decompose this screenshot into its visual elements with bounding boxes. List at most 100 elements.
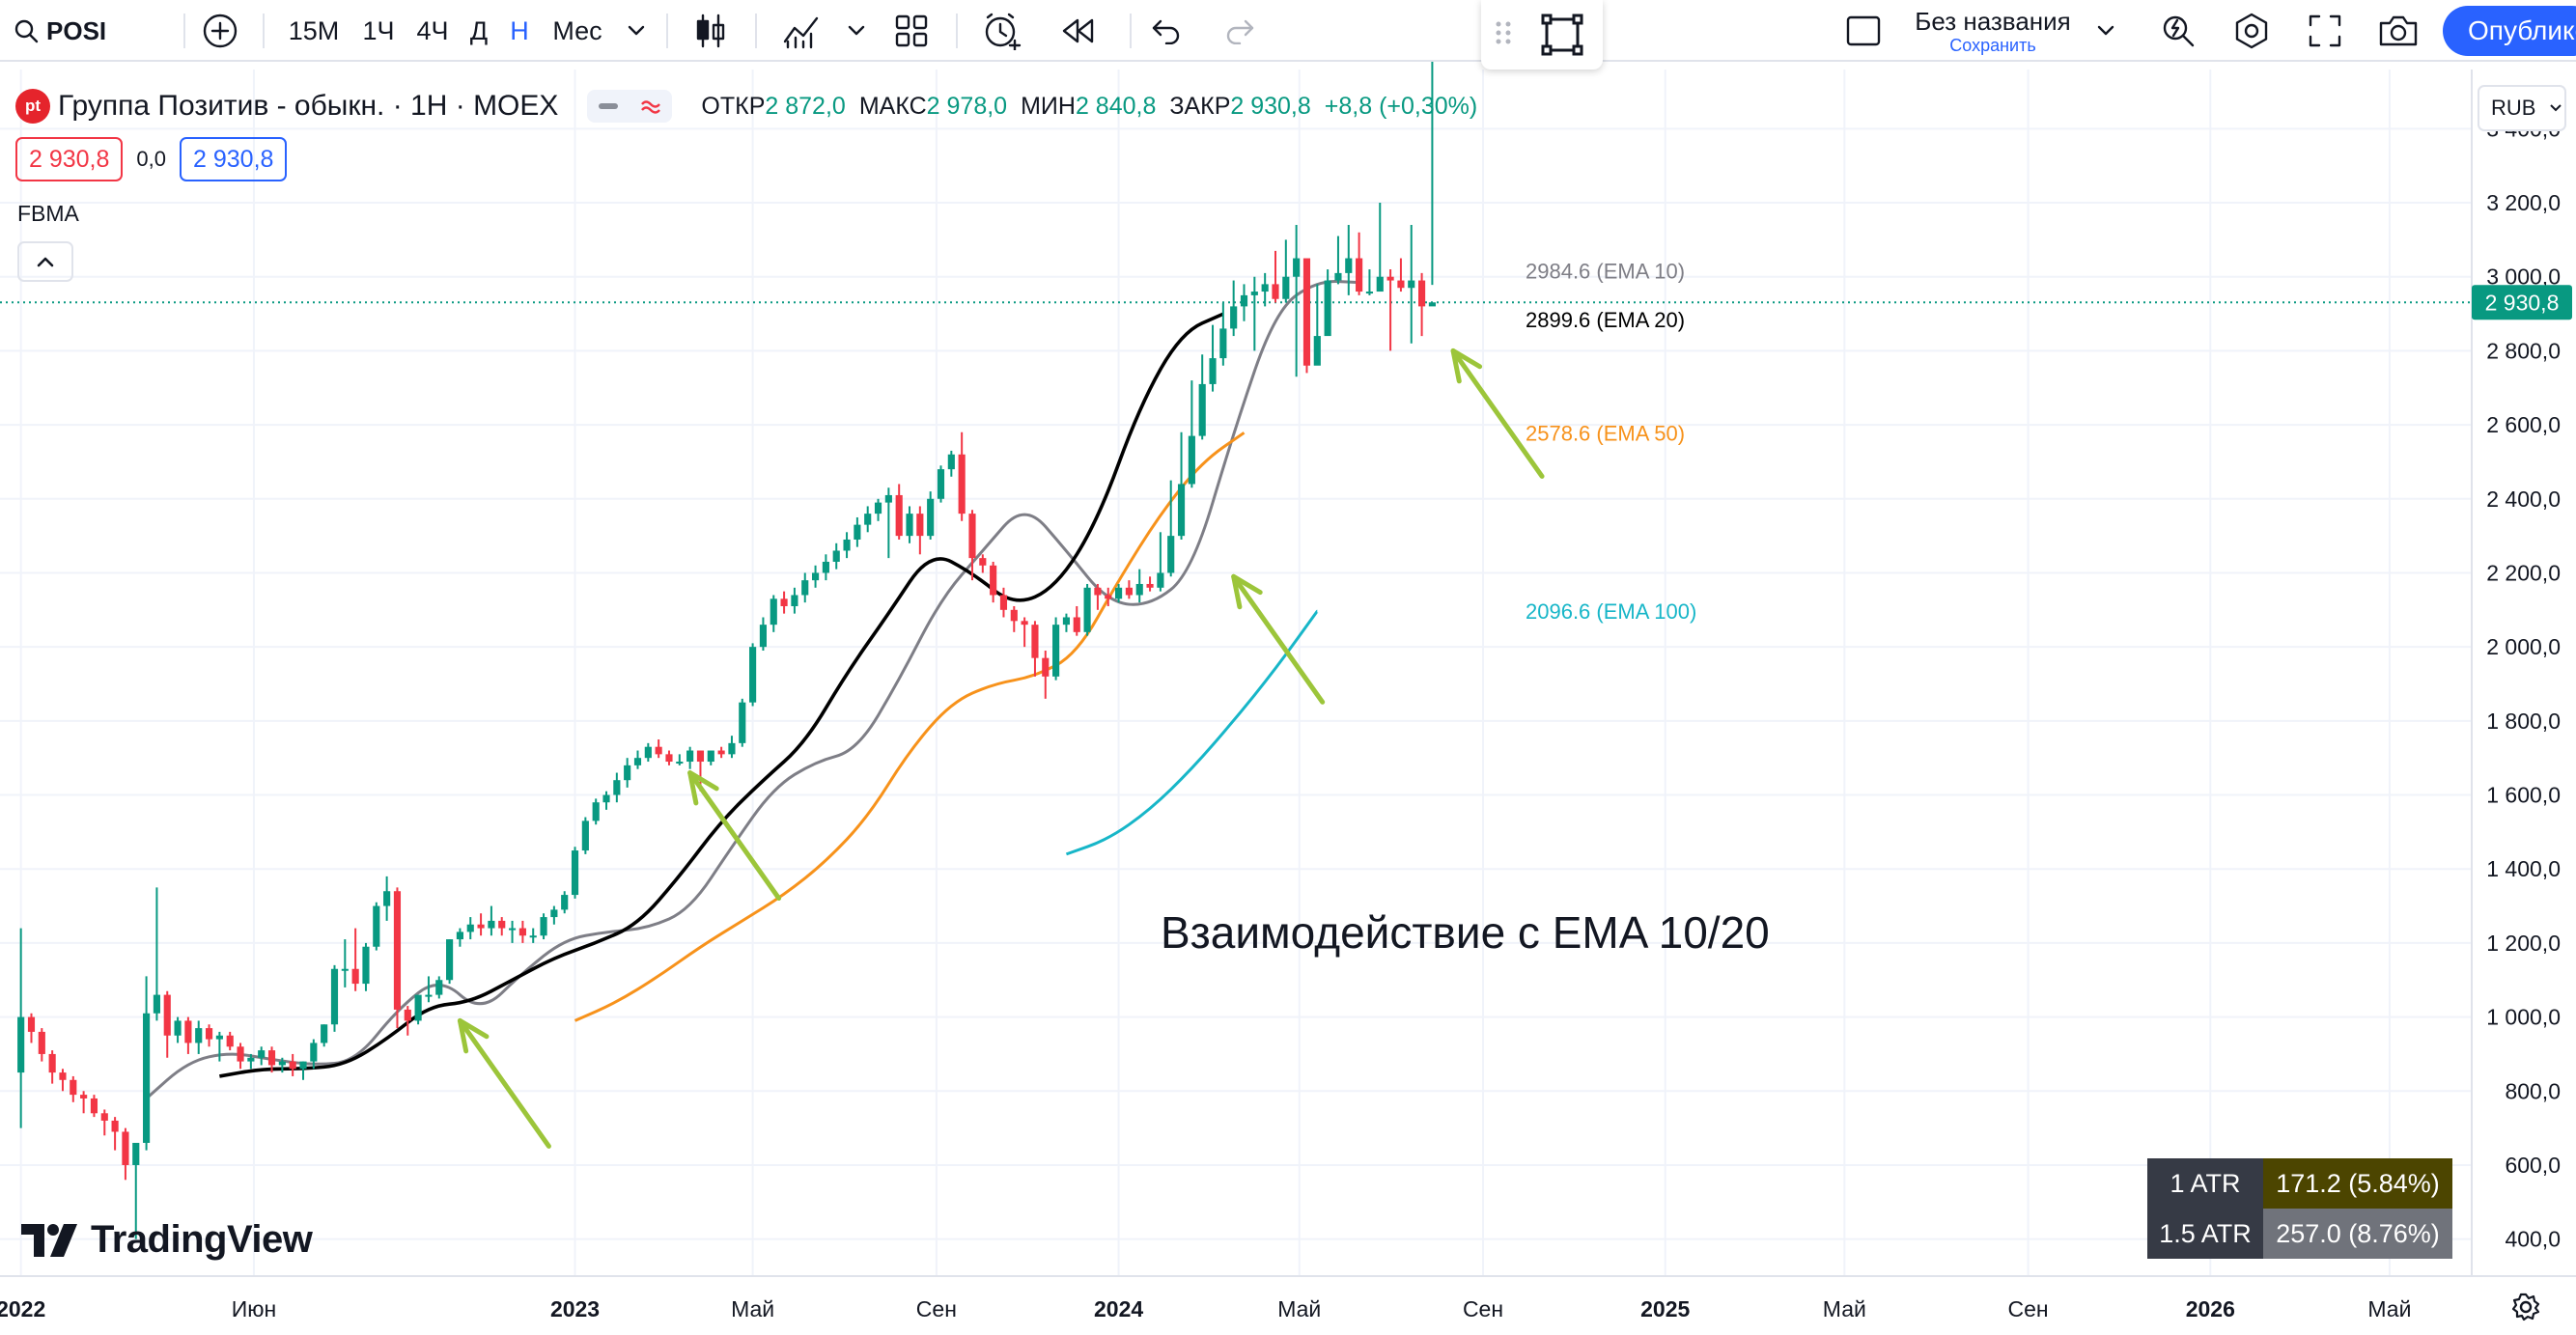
settings-button[interactable] (2232, 0, 2271, 62)
candle (655, 739, 662, 759)
candle-body (508, 928, 517, 931)
candle (321, 1024, 328, 1047)
fullscreen-button[interactable] (2306, 0, 2344, 62)
axis-settings-button[interactable] (2506, 1288, 2545, 1326)
snapshot-button[interactable] (2377, 0, 2420, 62)
candle (1230, 280, 1238, 337)
candle-body (143, 1013, 151, 1143)
layout-dropdown[interactable] (2093, 0, 2118, 62)
drag-handle-icon[interactable] (1493, 19, 1514, 51)
currency-select[interactable]: RUB (2478, 85, 2566, 131)
interval-week[interactable]: Н (510, 15, 529, 45)
candle (895, 484, 903, 540)
candle-body (1261, 284, 1269, 292)
alert-button[interactable] (981, 0, 1023, 62)
candle (373, 902, 380, 951)
candle-body (1188, 435, 1195, 485)
sell-price-box[interactable]: 2 930,8 (15, 137, 124, 181)
candle-body (1031, 625, 1039, 658)
candle-body (466, 924, 474, 932)
candle (550, 905, 558, 925)
candle-body (968, 514, 976, 559)
interval-month[interactable]: Мес (552, 15, 602, 45)
replay-button[interactable] (1058, 0, 1097, 62)
undo-button[interactable] (1149, 0, 1184, 62)
annotation-text[interactable]: Взаимодействие с EMA 10/20 (1161, 907, 1770, 958)
candle (633, 750, 642, 769)
candle (1135, 569, 1143, 603)
atr-label: 1.5 ATR (2147, 1209, 2263, 1259)
indicators-dropdown[interactable] (844, 0, 869, 62)
candle-body (330, 968, 339, 1025)
candle (749, 643, 757, 707)
candle (927, 491, 935, 540)
candle (310, 1039, 318, 1070)
candle-body (864, 514, 872, 525)
buy-price-box[interactable]: 2 930,8 (180, 137, 288, 181)
indicators-button[interactable] (780, 0, 823, 62)
candle-body (832, 550, 840, 562)
layout-name-button[interactable]: Без названия Сохранить (1902, 0, 2084, 62)
tradingview-logo[interactable]: TradingView (21, 1218, 313, 1262)
candle-body (425, 994, 433, 997)
templates-button[interactable] (892, 0, 931, 62)
candle (498, 917, 506, 936)
candle-body (393, 891, 402, 1010)
candle (362, 942, 370, 991)
candle-body (1219, 328, 1227, 359)
candle (456, 928, 463, 947)
select-area-button[interactable] (1541, 14, 1583, 61)
collapse-legend-button[interactable] (17, 241, 73, 282)
candle (937, 465, 945, 503)
candle (1293, 225, 1301, 377)
candle (739, 698, 746, 747)
camera-icon (2379, 15, 2418, 46)
x-tick-label: 2023 (550, 1296, 600, 1321)
candle-body (947, 454, 955, 470)
interval-dropdown[interactable] (624, 0, 649, 62)
chart-type-button[interactable] (691, 0, 730, 62)
candle-body (811, 572, 820, 581)
ema-label: 2578.6 (EMA 50) (1526, 421, 1685, 445)
redo-button[interactable] (1222, 0, 1257, 62)
candle-body (633, 758, 642, 765)
candle (122, 1127, 129, 1181)
interval-15m[interactable]: 15М (288, 15, 340, 45)
atr-row: 1.5 ATR 257.0 (8.76%) (2147, 1209, 2452, 1259)
legend-toggle[interactable] (587, 90, 673, 123)
compare-symbol-button[interactable] (199, 0, 241, 62)
candle-body (1418, 280, 1426, 307)
high-label: МАКС (858, 92, 927, 120)
candle-body (1083, 587, 1091, 632)
candle (1418, 272, 1426, 337)
symbol-search-button[interactable]: POSI (14, 0, 120, 62)
publish-button[interactable]: Опублико (2443, 6, 2576, 56)
indicators-icon (783, 16, 819, 49)
candle (1408, 225, 1415, 344)
symbol-title[interactable]: Группа Позитив - обыкн. · 1Н · MOEX (58, 90, 559, 122)
candle-body (215, 1035, 223, 1040)
candle (916, 506, 924, 555)
candle (1198, 354, 1206, 440)
atr-value: 257.0 (8.76%) (2263, 1209, 2452, 1259)
candle-body (446, 939, 454, 981)
candle (174, 1016, 182, 1043)
indicator-name[interactable]: FBMA (17, 201, 79, 226)
rewind-icon (1062, 18, 1094, 43)
quick-search-button[interactable] (2159, 0, 2198, 62)
ema-label: 2984.6 (EMA 10) (1526, 260, 1685, 284)
interval-1h[interactable]: 1Ч (362, 15, 395, 45)
candle (1376, 203, 1384, 292)
symbol-legend: pt Группа Позитив - обыкн. · 1Н · MOEX О… (15, 87, 1491, 125)
candle-body (132, 1142, 140, 1165)
candle (968, 510, 976, 581)
x-tick-label: Июн (232, 1296, 276, 1321)
candle-body (1240, 294, 1248, 307)
candle-body (602, 794, 610, 803)
candle (267, 1046, 276, 1073)
layout-select-button[interactable] (1844, 0, 1883, 62)
candle-body (999, 595, 1008, 610)
interval-day[interactable]: Д (469, 15, 489, 45)
interval-4h[interactable]: 4Ч (416, 15, 449, 45)
